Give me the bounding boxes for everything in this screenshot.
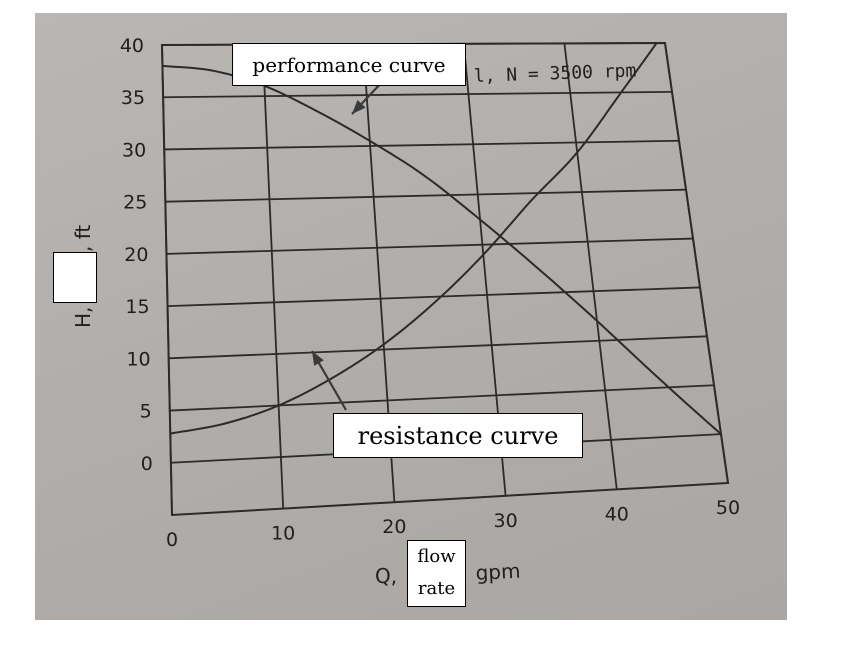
y-tick-label: 20 — [124, 244, 148, 266]
grid-line-horizontal — [163, 90, 673, 99]
x-tick-label: 50 — [716, 497, 740, 519]
grid-line-horizontal — [164, 139, 680, 151]
grid-line-vertical — [161, 44, 173, 516]
y-tick-label: 15 — [125, 296, 149, 318]
grid-line-horizontal — [165, 188, 687, 203]
performance-curve-line — [162, 64, 722, 435]
y-tick-label: 0 — [141, 453, 153, 475]
y-tick-label: 30 — [122, 139, 146, 161]
grid-line-horizontal — [166, 237, 694, 255]
x-tick-label: 30 — [494, 510, 518, 532]
resistance-curve-arrow-head — [312, 351, 324, 366]
x-tick-label: 0 — [166, 529, 178, 551]
chart-arrows — [311, 81, 383, 411]
resistance-curve-callout: resistance curve — [333, 413, 583, 458]
chart-ticks: 0 5 10 15 20 25 30 35 40 0 10 20 30 40 50 — [120, 35, 740, 551]
performance-curve-callout: performance curve — [232, 43, 466, 86]
flow-rate-callout-word: flow — [417, 546, 456, 567]
x-axis-label-prefix: Q, — [375, 564, 397, 588]
y-tick-label: 40 — [120, 35, 144, 57]
x-axis-label-suffix: gpm — [475, 559, 521, 585]
grid-line-vertical — [261, 44, 285, 509]
photo-background — [35, 13, 787, 620]
y-axis-label: H, — [71, 307, 95, 328]
y-tick-label: 5 — [140, 401, 152, 423]
flow-rate-callout-word: rate — [417, 578, 456, 599]
grid-line-horizontal — [167, 286, 701, 308]
performance-curve-arrow-head — [352, 100, 366, 114]
x-tick-label: 10 — [271, 523, 295, 545]
y-tick-label: 10 — [126, 348, 150, 370]
grid-line-vertical — [563, 43, 618, 490]
chart-header-text: l, N = 3500 rpm — [473, 60, 636, 87]
chart-series — [162, 43, 722, 435]
resistance-curve-line — [170, 43, 665, 435]
y-axis-unit-label: , ft — [71, 225, 95, 252]
y-tick-label: 25 — [123, 192, 147, 214]
masked-label-box — [53, 252, 97, 303]
x-tick-label: 20 — [382, 516, 406, 538]
y-tick-label: 35 — [121, 87, 145, 109]
grid-line-horizontal — [169, 384, 715, 412]
flow-rate-callout: flow rate — [407, 540, 466, 607]
grid-line-vertical — [664, 42, 729, 484]
x-tick-label: 40 — [605, 503, 629, 525]
